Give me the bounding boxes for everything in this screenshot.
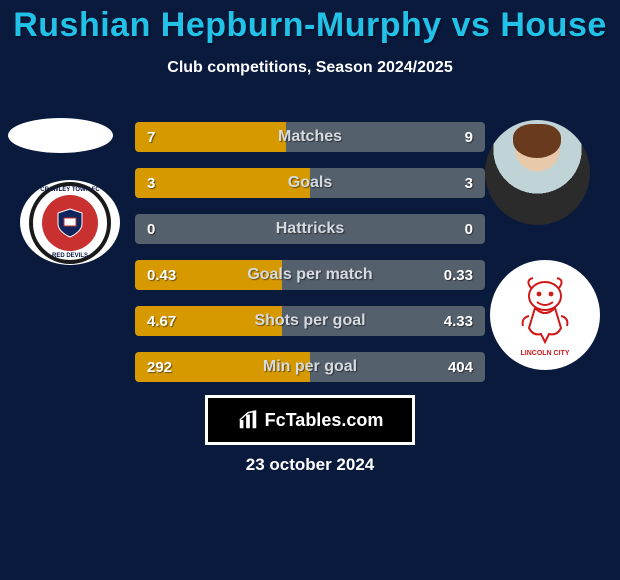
stat-row: 3Goals3 — [135, 168, 485, 198]
club-right-badge: LINCOLN CITY — [490, 260, 600, 370]
player-right-photo — [485, 120, 590, 225]
stat-row: 292Min per goal404 — [135, 352, 485, 382]
stat-label: Shots per goal — [135, 306, 485, 336]
page-title: Rushian Hepburn-Murphy vs House — [0, 0, 620, 45]
player-left-photo — [8, 118, 113, 153]
brand-box: FcTables.com — [205, 395, 415, 445]
date-text: 23 october 2024 — [0, 455, 620, 475]
stat-value-right: 9 — [465, 122, 473, 152]
imp-icon — [513, 276, 577, 348]
stat-label: Matches — [135, 122, 485, 152]
stat-label: Goals per match — [135, 260, 485, 290]
stat-row: 0.43Goals per match0.33 — [135, 260, 485, 290]
stat-value-right: 404 — [448, 352, 473, 382]
stat-value-right: 0.33 — [444, 260, 473, 290]
club-left-top-text: CRAWLEY TOWN FC — [33, 187, 107, 193]
brand-text: FcTables.com — [265, 410, 384, 431]
stat-label: Hattricks — [135, 214, 485, 244]
club-right-label: LINCOLN CITY — [505, 350, 585, 357]
stat-value-right: 4.33 — [444, 306, 473, 336]
stat-value-right: 3 — [465, 168, 473, 198]
stat-value-right: 0 — [465, 214, 473, 244]
stat-row: 0Hattricks0 — [135, 214, 485, 244]
club-left-badge: CRAWLEY TOWN FC RED DEVILS — [20, 180, 120, 265]
page-subtitle: Club competitions, Season 2024/2025 — [0, 59, 620, 77]
stat-label: Goals — [135, 168, 485, 198]
club-left-bottom-text: RED DEVILS — [33, 253, 107, 259]
stat-row: 7Matches9 — [135, 122, 485, 152]
stat-label: Min per goal — [135, 352, 485, 382]
stats-icon — [237, 409, 259, 431]
comparison-infographic: Rushian Hepburn-Murphy vs House Club com… — [0, 0, 620, 580]
stat-row: 4.67Shots per goal4.33 — [135, 306, 485, 336]
shield-icon — [57, 208, 83, 238]
stats-bars: 7Matches9 3Goals3 0Hattricks0 0.43Goals per… — [135, 122, 485, 398]
